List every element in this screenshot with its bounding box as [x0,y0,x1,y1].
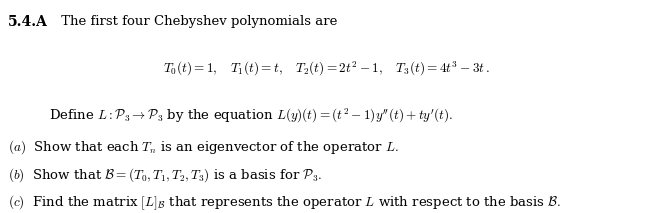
Text: $T_0(t) = 1,\quad T_1(t) = t,\quad T_2(t) = 2t^2 - 1,\quad T_3(t) = 4t^3 - 3t\,.: $T_0(t) = 1,\quad T_1(t) = t,\quad T_2(t… [163,60,490,78]
Text: $(b)$  Show that $\mathcal{B} = (T_0, T_1, T_2, T_3)$ is a basis for $\mathcal{P: $(b)$ Show that $\mathcal{B} = (T_0, T_1… [8,166,322,184]
Text: Define $L : \mathcal{P}_3 \rightarrow \mathcal{P}_3$ by the equation $L(y)(t) = : Define $L : \mathcal{P}_3 \rightarrow \m… [49,106,453,125]
Text: $(a)$  Show that each $T_n$ is an eigenvector of the operator $L.$: $(a)$ Show that each $T_n$ is an eigenve… [8,138,398,156]
Text: $(c)$  Find the matrix $[L]_{\mathcal{B}}$ that represents the operator $L$ with: $(c)$ Find the matrix $[L]_{\mathcal{B}}… [8,194,561,212]
Text: The first four Chebyshev polynomials are: The first four Chebyshev polynomials are [57,15,338,28]
Text: 5.4.A: 5.4.A [8,15,48,29]
